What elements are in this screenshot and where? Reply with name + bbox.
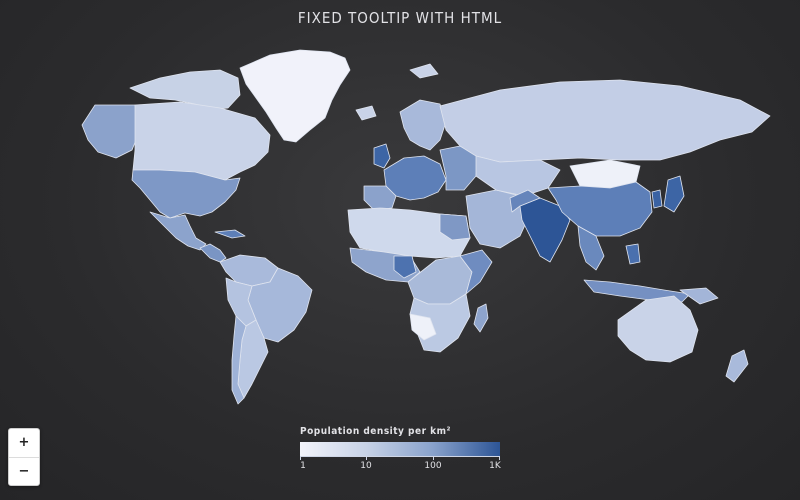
country-greenland[interactable]	[239, 49, 351, 143]
country-central-america[interactable]	[199, 243, 227, 263]
country-madagascar[interactable]	[473, 303, 489, 333]
country-india[interactable]	[519, 197, 571, 263]
country-mexico[interactable]	[149, 211, 207, 251]
country-uk-ireland[interactable]	[373, 143, 391, 169]
legend-tick	[433, 456, 434, 460]
map-title: FIXED TOOLTIP WITH HTML	[297, 9, 503, 27]
country-korea[interactable]	[651, 189, 663, 209]
zoom-controls: + −	[8, 428, 40, 486]
legend-title: Population density per km²	[300, 426, 451, 437]
country-canada[interactable]	[132, 101, 271, 181]
country-canada-arctic[interactable]	[129, 69, 241, 111]
country-southeast-asia[interactable]	[577, 225, 605, 271]
country-papua[interactable]	[679, 287, 719, 305]
country-namibia-botswana[interactable]	[409, 313, 437, 341]
country-east-africa[interactable]	[459, 249, 493, 295]
zoom-out-button[interactable]: −	[9, 457, 39, 485]
country-pakistan[interactable]	[509, 189, 541, 213]
legend-tick	[366, 456, 367, 460]
country-usa-alaska[interactable]	[81, 104, 141, 159]
country-japan[interactable]	[663, 175, 685, 213]
country-svalbard[interactable]	[409, 63, 439, 79]
legend-label: 1K	[489, 461, 501, 471]
legend-color-bar	[300, 442, 500, 460]
country-new-zealand[interactable]	[725, 349, 749, 383]
legend-tick	[300, 456, 301, 460]
country-egypt[interactable]	[439, 213, 471, 241]
color-legend: Population density per km² 1 10 100 1K	[300, 426, 510, 475]
country-caribbean[interactable]	[214, 229, 246, 239]
country-chile[interactable]	[231, 315, 247, 405]
country-central-asia[interactable]	[475, 155, 561, 197]
legend-label: 1	[300, 461, 306, 471]
legend-label: 100	[424, 461, 442, 471]
country-russia[interactable]	[439, 79, 771, 163]
legend-label: 10	[360, 461, 372, 471]
legend-tick	[499, 456, 500, 460]
country-indonesia[interactable]	[583, 279, 691, 303]
country-scandinavia[interactable]	[399, 99, 447, 151]
country-philippines[interactable]	[625, 243, 641, 265]
country-china[interactable]	[547, 181, 653, 237]
zoom-in-button[interactable]: +	[18, 435, 30, 450]
legend-labels: 1 10 100 1K	[300, 461, 501, 475]
country-usa[interactable]	[131, 169, 241, 219]
country-iberia[interactable]	[363, 185, 397, 211]
country-nigeria[interactable]	[393, 255, 417, 279]
country-australia[interactable]	[617, 295, 699, 363]
country-iceland[interactable]	[355, 105, 377, 121]
